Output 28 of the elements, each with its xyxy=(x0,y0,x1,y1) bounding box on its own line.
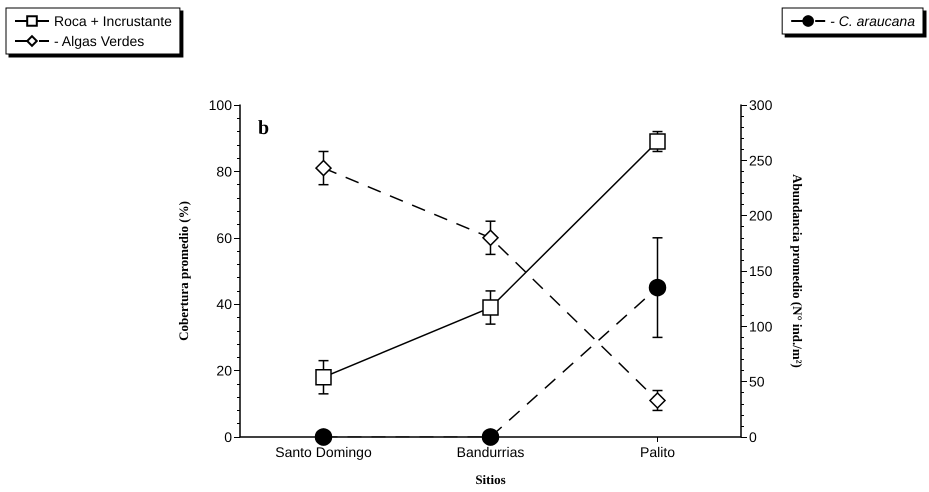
legend-label: Roca + Incrustante xyxy=(54,13,172,29)
x-axis-title: Sitios xyxy=(475,472,506,487)
legend-label: - Algas Verdes xyxy=(54,33,144,49)
y-axis-title: Cobertura promedio (%) xyxy=(176,201,191,341)
y2-tick-label: 100 xyxy=(749,318,773,334)
y2-tick-label: 50 xyxy=(749,374,765,390)
y2-tick-label: 300 xyxy=(749,97,773,113)
y-tick-label: 100 xyxy=(208,97,232,113)
y-tick-label: 40 xyxy=(216,296,232,312)
x-tick-label: Palito xyxy=(640,444,676,460)
y-tick-label: 60 xyxy=(216,230,232,246)
point xyxy=(649,392,666,409)
y2-tick-label: 250 xyxy=(749,152,773,168)
point xyxy=(482,299,499,316)
point xyxy=(315,368,332,386)
x-tick-label: Bandurrias xyxy=(456,444,524,460)
y-tick-label: 80 xyxy=(216,163,232,180)
y-tick-label: 0 xyxy=(224,429,232,445)
point xyxy=(482,230,499,246)
y-tick-label: 20 xyxy=(216,362,232,379)
y2-tick-label: 200 xyxy=(749,208,773,224)
x-tick-label: Santo Domingo xyxy=(275,444,372,460)
y2-axis-title: Abundancia promedio (N° ind./m²) xyxy=(790,174,805,368)
y2-tick-label: 0 xyxy=(749,429,757,445)
y2-tick-label: 150 xyxy=(749,263,773,279)
point xyxy=(315,160,332,176)
legend-label: - C. araucana xyxy=(830,13,916,29)
annotation: b xyxy=(258,117,270,139)
